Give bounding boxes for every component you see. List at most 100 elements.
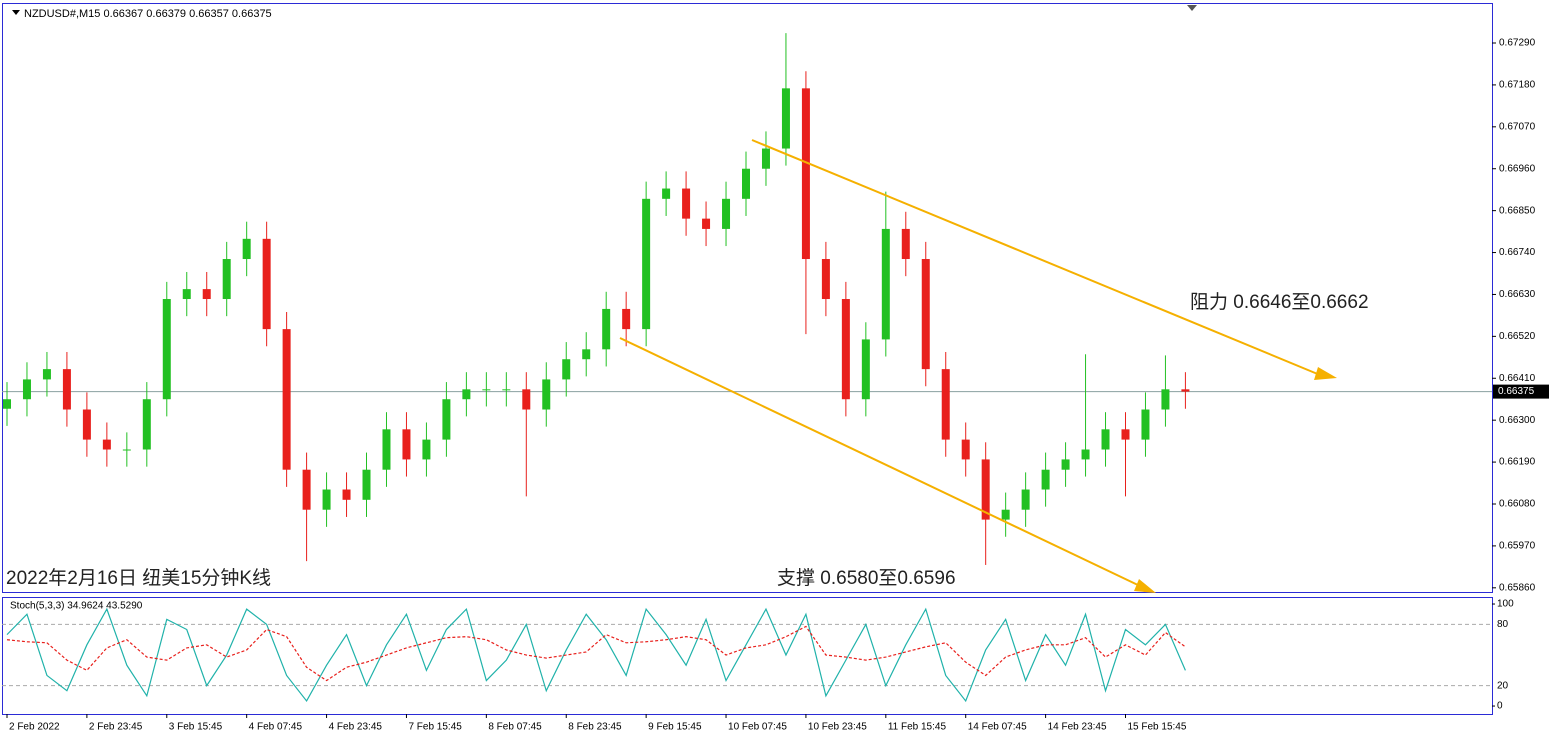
candle-body: [362, 469, 371, 500]
candle-body: [901, 228, 910, 260]
y-tick-label: 0.66520: [1499, 331, 1536, 342]
candle-body: [222, 259, 231, 300]
candle-body: [1181, 389, 1190, 392]
candle-body: [102, 439, 111, 450]
x-tick-label: 4 Feb 07:45: [249, 722, 303, 733]
candle-body: [702, 218, 711, 229]
candle-body: [981, 459, 990, 520]
candle-body: [1161, 389, 1170, 410]
candle-body: [961, 439, 970, 460]
candle-body: [602, 308, 611, 350]
candle-body: [202, 289, 211, 300]
candle-body: [582, 349, 591, 360]
resistance-annotation: 阻力 0.6646至0.6662: [1190, 291, 1369, 313]
candle-body: [1021, 489, 1030, 510]
candle-body: [821, 259, 830, 300]
y-tick-label: 0.65970: [1499, 541, 1536, 552]
candle-body: [682, 188, 691, 219]
x-tick-label: 4 Feb 23:45: [329, 722, 383, 733]
candle-body: [881, 228, 890, 340]
candle-body: [482, 389, 491, 391]
chart-title: NZDUSD#,M15 0.66367 0.66379 0.66357 0.66…: [24, 8, 272, 20]
y-tick-label: 0.67070: [1499, 121, 1536, 132]
y-tick-label: 0.65860: [1499, 582, 1536, 593]
candle-body: [542, 379, 551, 410]
y-tick-label: 0.66960: [1499, 163, 1536, 174]
x-tick-label: 10 Feb 23:45: [808, 722, 867, 733]
candle-body: [322, 489, 331, 510]
candle-body: [1081, 449, 1090, 460]
x-tick-label: 10 Feb 07:45: [728, 722, 787, 733]
candle-body: [42, 369, 51, 380]
y-tick-label: 0.66630: [1499, 289, 1536, 300]
candle-body: [562, 359, 571, 380]
stoch-main-line: [6, 607, 1186, 703]
candle-body: [722, 198, 731, 229]
candle-body: [761, 148, 770, 169]
x-tick-label: 3 Feb 15:45: [169, 722, 223, 733]
candle-body: [941, 369, 950, 440]
arrow-head: [1314, 367, 1337, 380]
candle-body: [1141, 409, 1150, 440]
menu-icon: [12, 10, 20, 15]
candle-body: [1101, 429, 1110, 450]
resistance-trend-line: [751, 139, 1321, 376]
x-tick-label: 9 Feb 15:45: [648, 722, 702, 733]
candle-body: [142, 399, 151, 450]
stoch-tick-label: 80: [1497, 619, 1509, 630]
y-tick-label: 0.66740: [1499, 247, 1536, 258]
candle-body: [302, 469, 311, 510]
y-tick-label: 0.66410: [1499, 373, 1536, 384]
y-tick-label: 0.67290: [1499, 38, 1536, 49]
stoch-tick-label: 0: [1497, 701, 1503, 712]
candle-body: [642, 198, 651, 330]
support-trend-line: [619, 337, 1141, 587]
shift-marker: [1187, 5, 1197, 11]
candle-body: [282, 329, 291, 470]
x-tick-label: 14 Feb 23:45: [1048, 722, 1107, 733]
candle-body: [1041, 469, 1050, 490]
candle-body: [841, 299, 850, 400]
candle-body: [382, 429, 391, 470]
candle-body: [742, 168, 751, 199]
x-tick-label: 8 Feb 23:45: [568, 722, 622, 733]
candle-body: [182, 289, 191, 300]
x-tick-label: 2 Feb 2022: [9, 722, 60, 733]
stoch-title: Stoch(5,3,3) 34.9624 43.5290: [10, 601, 143, 612]
candle-body: [622, 308, 631, 330]
candle-body: [62, 369, 71, 410]
y-tick-label: 0.66190: [1499, 457, 1536, 468]
stoch-panel-frame: [2, 597, 1493, 715]
candle-body: [921, 259, 930, 370]
stoch-tick-label: 100: [1497, 599, 1514, 610]
candle-body: [1121, 429, 1130, 440]
candle-body: [662, 188, 671, 199]
candle-body: [82, 409, 91, 440]
stoch-tick-label: 20: [1497, 680, 1509, 691]
candle-body: [522, 389, 531, 410]
current-price-label: 0.66375: [1498, 386, 1535, 397]
x-tick-label: 2 Feb 23:45: [89, 722, 143, 733]
support-annotation: 支撑 0.6580至0.6596: [777, 567, 956, 589]
x-tick-label: 7 Feb 15:45: [408, 722, 462, 733]
x-tick-label: 8 Feb 07:45: [488, 722, 542, 733]
candle-body: [22, 379, 31, 400]
candle-body: [502, 389, 511, 391]
candle-body: [262, 238, 271, 330]
date-annotation: 2022年2月16日 纽美15分钟K线: [6, 567, 271, 589]
arrow-head: [1134, 579, 1156, 593]
candle-body: [2, 399, 11, 409]
candle-body: [122, 449, 131, 451]
stoch-signal-line: [6, 625, 1186, 682]
candle-body: [442, 399, 451, 440]
candle-body: [861, 339, 870, 400]
x-tick-label: 11 Feb 15:45: [888, 722, 947, 733]
candle-body: [342, 489, 351, 500]
x-tick-label: 14 Feb 07:45: [968, 722, 1027, 733]
y-tick-label: 0.66300: [1499, 415, 1536, 426]
candle-body: [801, 88, 810, 260]
candle-body: [162, 299, 171, 400]
main-panel-frame: [2, 3, 1493, 593]
current-price-box: [1493, 384, 1549, 399]
